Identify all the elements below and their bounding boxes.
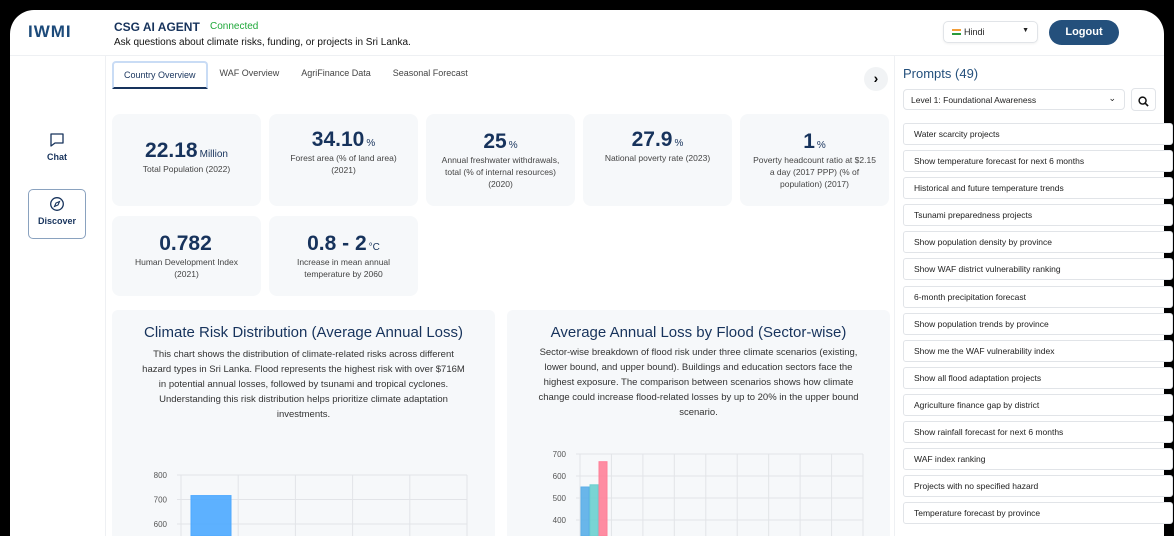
iwmi-logo: IWMI <box>28 22 72 41</box>
main-content: Country Overview WAF Overview AgriFinanc… <box>106 56 894 536</box>
prompt-item[interactable]: Agriculture finance gap by district <box>903 393 1173 416</box>
stat-value: 22.18 Million <box>145 139 228 162</box>
search-button[interactable] <box>1131 88 1156 111</box>
stat-value: 27.9% <box>631 128 684 151</box>
stat-value: 1% <box>803 130 826 153</box>
stat-label: Poverty headcount ratio at $2.15 a day (… <box>753 155 876 189</box>
chart-description: This chart shows the distribution of cli… <box>142 349 465 420</box>
bar-lower-bound <box>589 484 599 536</box>
prompt-item[interactable]: Show population trends by province <box>903 312 1173 335</box>
prompt-item[interactable]: Show population density by province <box>903 231 1173 254</box>
level-select[interactable]: Level 1: Foundational Awareness ⌄ <box>903 89 1125 110</box>
prompt-item[interactable]: 6-month precipitation forecast <box>903 285 1173 308</box>
tab-country-overview[interactable]: Country Overview <box>112 61 208 89</box>
sidebar: Chat Discover <box>10 56 106 536</box>
stat-label: Total Population (2022) <box>142 164 231 174</box>
stat-unit: % <box>366 138 376 149</box>
stat-label: National poverty rate (2023) <box>604 153 711 163</box>
prompt-item[interactable]: Show WAF district vulnerability ranking <box>903 258 1173 281</box>
stat-card: 34.10% Forest area (% of land area) (2021… <box>269 114 418 206</box>
prompts-panel: Prompts (49) Level 1: Foundational Aware… <box>894 56 1173 536</box>
tab-agrifinance-data[interactable]: AgriFinance Data <box>301 68 371 78</box>
language-value: Hindi <box>964 27 985 37</box>
chat-icon <box>50 133 64 147</box>
climate-risk-chart-card: 600 700 800 Climate Risk Distribution (Ave… <box>112 310 495 536</box>
chevron-right-icon[interactable]: › <box>864 67 888 91</box>
prompt-item[interactable]: Show temperature forecast for next 6 mon… <box>903 150 1173 173</box>
chevron-down-icon: ⌄ <box>1108 93 1116 103</box>
chart-description: Sector-wise breakdown of flood risk unde… <box>538 347 859 418</box>
app-title: CSG AI AGENT <box>114 20 200 34</box>
y-tick-label: 400 <box>553 516 567 525</box>
stat-unit: % <box>508 140 518 151</box>
stat-label: Human Development Index (2021) <box>134 257 238 279</box>
y-tick-label: 700 <box>154 496 168 505</box>
stat-label: Forest area (% of land area) (2021) <box>290 153 397 175</box>
stat-card: 25% Annual freshwater withdrawals, total … <box>426 114 575 206</box>
stat-label: Increase in mean annual temperature by 2… <box>296 257 391 279</box>
stat-unit: % <box>816 140 826 151</box>
language-select[interactable]: Hindi ▼ <box>943 21 1038 43</box>
prompt-item[interactable]: Show me the WAF vulnerability index <box>903 339 1173 362</box>
prompt-list: Water scarcity projects Show temperature … <box>903 123 1173 529</box>
stat-unit: % <box>674 138 684 149</box>
stat-value: 0.8 - 2 °C <box>307 232 380 255</box>
tab-bar: Country Overview WAF Overview AgriFinanc… <box>112 61 480 89</box>
sidebar-item-label: Discover <box>37 216 77 226</box>
stat-card: 0.782 Human Development Index (2021) <box>112 216 261 296</box>
connection-status: Connected <box>210 21 259 32</box>
chart-title: Average Annual Loss by Flood (Sector-wis… <box>550 324 847 341</box>
y-tick-label: 700 <box>553 450 567 459</box>
y-tick-label: 600 <box>553 472 567 481</box>
sidebar-item-discover[interactable]: Discover <box>28 189 86 239</box>
stat-unit: °C <box>368 242 380 253</box>
india-flag-icon <box>952 29 961 35</box>
y-tick-label: 500 <box>553 494 567 503</box>
stat-value: 25% <box>483 130 518 153</box>
app-subtitle: Ask questions about climate risks, fundi… <box>114 37 411 48</box>
stat-value: 34.10% <box>311 128 376 151</box>
compass-icon <box>50 197 64 211</box>
stat-card: 22.18 Million Total Population (2022) <box>112 114 261 206</box>
logout-button[interactable]: Logout <box>1049 20 1119 45</box>
chart-title: Climate Risk Distribution (Average Annua… <box>143 324 464 341</box>
sidebar-item-label: Chat <box>47 152 67 162</box>
stat-label: Annual freshwater withdrawals, total (% … <box>441 155 560 189</box>
search-icon <box>1138 96 1149 107</box>
tab-waf-overview[interactable]: WAF Overview <box>219 68 280 78</box>
bar-flood <box>190 495 232 536</box>
prompt-item[interactable]: Historical and future temperature trends <box>903 177 1173 200</box>
stat-unit: Million <box>199 149 228 160</box>
prompt-item[interactable]: Temperature forecast by province <box>903 502 1173 525</box>
prompt-item[interactable]: Tsunami preparedness projects <box>903 204 1173 227</box>
bar-existing <box>580 486 590 536</box>
y-tick-label: 800 <box>154 471 168 480</box>
stat-card: 1% Poverty headcount ratio at $2.15 a day… <box>740 114 889 206</box>
stat-card: 0.8 - 2 °C Increase in mean annual tempera… <box>269 216 418 296</box>
prompts-title: Prompts (49) <box>903 66 979 81</box>
tab-seasonal-forecast[interactable]: Seasonal Forecast <box>392 68 468 78</box>
flood-loss-chart-card: 400 500 600 700 Average Annual Loss by Floo… <box>507 310 890 536</box>
stat-card: 27.9% National poverty rate (2023) <box>583 114 732 206</box>
header: IWMI CSG AI AGENT Connected Ask question… <box>10 10 1164 56</box>
bar-upper-bound <box>598 461 608 536</box>
prompt-item[interactable]: Show rainfall forecast for next 6 months <box>903 421 1173 444</box>
caret-down-icon: ▼ <box>1022 27 1029 34</box>
flood-loss-chart: 400 500 600 700 <box>553 450 864 536</box>
prompt-item[interactable]: Water scarcity projects <box>903 123 1173 145</box>
sidebar-item-chat[interactable]: Chat <box>28 126 86 176</box>
app-window: IWMI CSG AI AGENT Connected Ask question… <box>10 10 1173 536</box>
stat-value: 0.782 <box>159 232 212 255</box>
prompt-item[interactable]: WAF index ranking <box>903 448 1173 471</box>
level-value: Level 1: Foundational Awareness <box>911 95 1037 105</box>
prompt-item[interactable]: Projects with no specified hazard <box>903 475 1173 498</box>
prompt-item[interactable]: Show all flood adaptation projects <box>903 366 1173 389</box>
y-tick-label: 600 <box>154 520 168 529</box>
climate-risk-chart: 600 700 800 <box>154 471 468 536</box>
